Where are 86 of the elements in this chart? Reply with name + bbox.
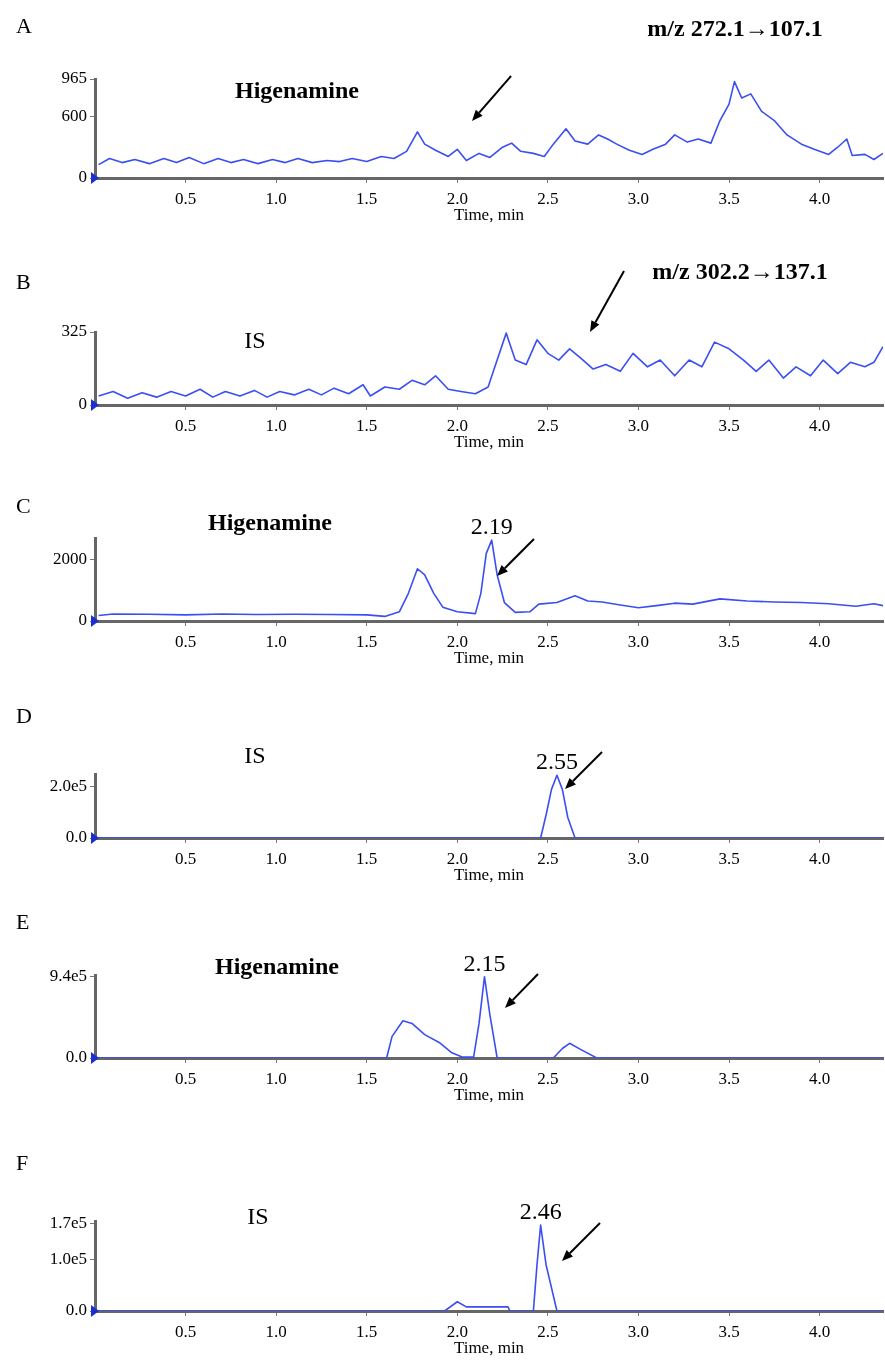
x-tick-label: 1.0 [265,415,287,435]
x-tick-label: 4.0 [808,848,831,868]
x-tick-label: 1.0 [265,1321,287,1341]
y-tick-label: 1.0e5 [49,1249,87,1269]
x-tick-label: 3.5 [718,1321,740,1341]
x-tick-label: 3.0 [627,848,650,868]
x-tick-label: 2.0 [446,1321,468,1341]
x-tick-label: 0.5 [174,188,197,208]
y-tick-label: 0 [78,610,87,630]
x-axis-title: Time, min [453,432,525,452]
x-tick-label: 3.0 [627,188,650,208]
x-tick-label: 1.5 [356,415,378,435]
x-tick-label: 2.0 [446,848,468,868]
chart-title: F [16,1150,29,1175]
annotation: 2.46 [519,1198,562,1225]
x-tick-label: 2.5 [537,631,559,651]
x-tick-label: 3.5 [718,631,740,651]
chart-title: D [16,703,32,728]
x-tick-label: 3.5 [718,848,740,868]
x-tick-label: 0.5 [174,1068,197,1088]
x-tick-label: 4.0 [808,415,831,435]
x-tick-label: 1.0 [265,1068,287,1088]
x-tick-label: 4.0 [808,188,831,208]
x-tick-label: 3.0 [627,415,650,435]
y-tick-label: 600 [61,105,87,125]
x-tick-label: 2.5 [537,1321,559,1341]
text: Higenamine [208,509,333,535]
y-tick-label: 2.0e5 [49,776,87,796]
y-tick-label: 2000 [53,548,87,568]
y-tick-label: 1.7e5 [49,1213,87,1233]
x-tick-label: 3.5 [718,1068,740,1088]
x-tick-label: 1.0 [265,848,287,868]
x-tick-label: 3.0 [627,1068,650,1088]
x-tick-label: 0.5 [174,1321,197,1341]
y-tick-label: 965 [61,68,87,88]
x-tick-label: 1.5 [356,188,378,208]
y-tick-label: 9.4e5 [49,966,87,986]
annotation: 2.55 [535,748,578,775]
annotation: Higenamine [235,77,360,103]
x-axis-title: Time, min [453,205,525,225]
x-tick-label: 1.0 [265,631,287,651]
x-tick-label: 3.5 [718,415,740,435]
y-tick-label: 0.0 [65,827,87,847]
x-tick-label: 2.0 [446,1068,468,1088]
x-tick-label: 1.5 [356,1068,378,1088]
x-axis-title: Time, min [453,1338,525,1358]
x-axis-title: Time, min [453,648,525,668]
annotation: 2.19 [470,513,513,540]
x-tick-label: 1.5 [356,1321,378,1341]
x-tick-label: 2.5 [537,415,559,435]
y-tick-label: 0 [78,394,87,414]
annotation: Higenamine [215,953,340,979]
x-tick-label: 3.0 [627,631,650,651]
y-tick-label: 0.0 [65,1300,87,1320]
x-tick-label: 2.0 [446,188,468,208]
x-tick-label: 1.5 [356,848,378,868]
chart-title: C [16,493,31,518]
y-tick-label: 325 [61,321,87,341]
x-axis-title: Time, min [453,865,525,885]
x-tick-label: 2.5 [537,1068,559,1088]
x-axis-title: Time, min [453,1085,525,1105]
annotation: IS [247,1203,269,1229]
x-tick-label: 3.5 [718,188,740,208]
y-tick-label: 0.0 [65,1047,87,1067]
x-tick-label: 4.0 [808,1321,831,1341]
x-tick-label: 4.0 [808,631,831,651]
x-tick-label: 0.5 [174,415,197,435]
x-tick-label: 0.5 [174,631,197,651]
chart-title: E [16,909,30,934]
chart-title: A [16,13,32,38]
text: IS [244,742,266,768]
x-tick-label: 2.0 [446,631,468,651]
x-tick-label: 1.5 [356,631,378,651]
annotation: 2.15 [463,949,506,976]
text: m/z 302.2→137.1 [652,258,828,284]
x-tick-label: 2.5 [537,848,559,868]
x-tick-label: 2.5 [537,188,559,208]
x-tick-label: 4.0 [808,1068,831,1088]
x-tick-label: 2.0 [446,415,468,435]
x-tick-label: 3.0 [627,1321,650,1341]
x-tick-label: 0.5 [174,848,197,868]
y-tick-label: 0 [78,167,87,187]
x-tick-label: 1.0 [265,188,287,208]
chart-title: B [16,269,31,294]
annotation: IS [244,327,266,353]
text: m/z 272.1→107.1 [647,15,823,41]
